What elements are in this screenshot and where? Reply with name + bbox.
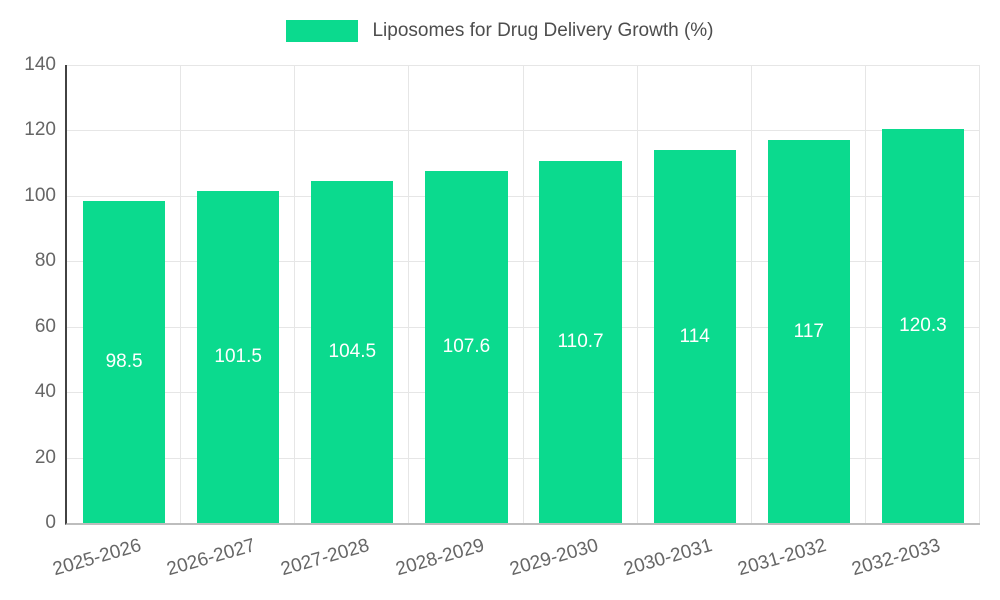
bar-value-label: 98.5 [105,350,143,372]
bar-2032-2033[interactable] [881,129,964,523]
bar-value-label: 104.5 [328,341,377,363]
y-axis-labels: 0 20 40 60 80 100 120 140 [0,54,56,533]
x-axis-tick-label: 2028-2029 [393,535,487,581]
bar-value-label: 107.6 [442,335,491,357]
bar-2027-2028[interactable] [311,181,394,523]
gridline-horizontal [67,457,980,459]
y-axis-tick-label: 0 [45,512,56,533]
gridline-vertical [294,65,296,523]
bar-value-label: 110.7 [557,330,604,352]
bar-2028-2029[interactable] [425,171,508,523]
gridline-horizontal [67,261,980,263]
bar-value-label: 117 [793,320,824,342]
y-axis-tick-label: 120 [24,119,56,141]
gridline-horizontal [67,326,980,328]
gridline-vertical [180,65,182,523]
y-axis-tick-label: 80 [34,250,56,272]
y-axis-tick-label: 20 [34,446,56,468]
x-axis-tick-label: 2030-2031 [621,535,715,581]
y-axis-tick-label: 40 [34,381,56,403]
plot-area: 98.5 101.5 104.5 107.6 110.7 114 117 120.3 [65,65,980,525]
x-axis-tick-label: 2026-2027 [164,535,258,581]
y-axis-tick-label: 100 [24,184,56,206]
x-axis-labels: 2025-2026 2026-2027 2027-2028 2028-2029 2029… [51,529,978,599]
gridline-vertical [408,65,410,523]
bar-2031-2032[interactable] [767,140,850,523]
gridline-vertical [864,65,866,523]
bar-2029-2030[interactable] [539,160,622,523]
gridline-vertical [979,65,980,523]
x-axis-tick-label: 2025-2026 [50,535,144,581]
gridline-horizontal [67,65,980,66]
bar-2026-2027[interactable] [197,190,280,523]
gridline-vertical [750,65,752,523]
x-axis-tick-label: 2032-2033 [849,535,943,581]
bar-value-label: 120.3 [899,315,947,337]
legend-label: Liposomes for Drug Delivery Growth (%) [372,20,714,41]
gridline-vertical [522,65,524,523]
bar-value-label: 114 [679,325,710,347]
gridline-horizontal [67,195,980,197]
gridline-horizontal [67,392,980,394]
x-axis-tick-label: 2027-2028 [278,535,373,581]
x-axis-tick-label: 2029-2030 [507,535,601,581]
x-axis-tick-label: 2031-2032 [735,535,829,581]
y-axis-tick-label: 140 [24,54,56,75]
chart-legend[interactable]: Liposomes for Drug Delivery Growth (%) [0,16,1000,46]
legend-swatch [286,20,359,42]
gridline-horizontal [67,130,980,132]
y-axis-tick-label: 60 [34,315,56,337]
bar-2025-2026[interactable] [82,200,166,523]
bar-2030-2031[interactable] [653,150,736,523]
bar-value-label: 101.5 [214,345,262,367]
gridline-vertical [636,65,638,523]
